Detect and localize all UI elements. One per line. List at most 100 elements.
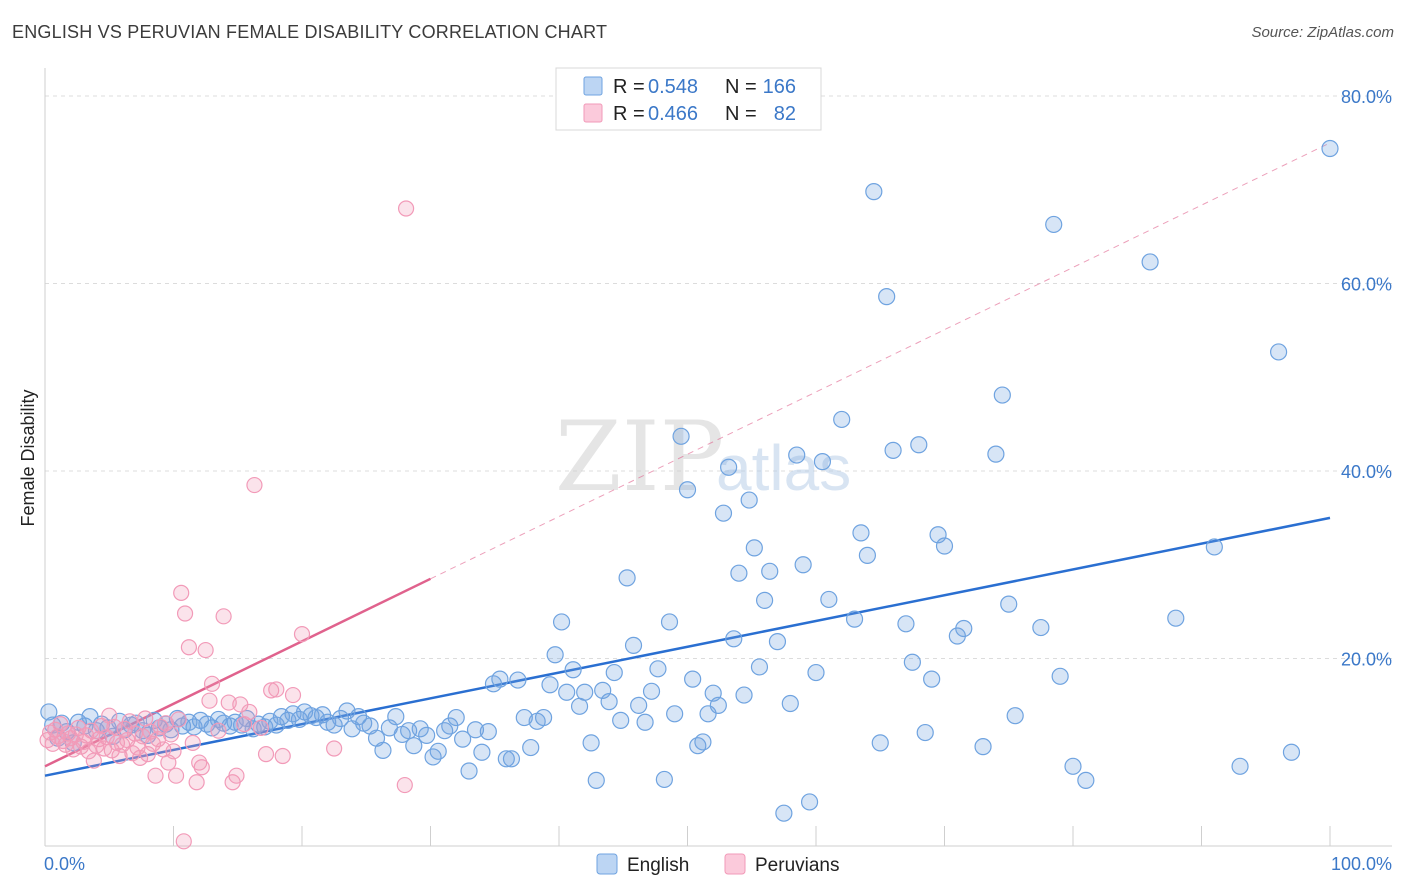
english-point: [768, 633, 787, 651]
english-point: [884, 441, 902, 459]
y-tick-label-2: 60.0%: [1341, 275, 1392, 295]
legend-n-value-english: 166: [763, 76, 796, 98]
english-point: [903, 653, 921, 671]
english-point: [587, 771, 605, 789]
english-point: [807, 663, 825, 682]
legend-swatch-english: [583, 76, 603, 96]
english-point: [491, 670, 509, 688]
english-point: [794, 556, 812, 574]
english-point: [730, 564, 748, 582]
english-point: [515, 708, 533, 727]
english-point: [897, 615, 915, 633]
english-point: [411, 720, 429, 738]
peruvians-point: [165, 743, 182, 760]
english-point: [436, 722, 454, 740]
peruvians-point: [188, 774, 205, 791]
english-point: [1282, 743, 1301, 761]
x-tick-label-max: 100.0%: [1331, 854, 1392, 874]
english-point: [916, 723, 934, 742]
english-point: [678, 481, 697, 499]
legend-swatch-peruvians: [583, 103, 603, 123]
peruvians-point: [293, 626, 311, 643]
legend-r-value-peruvians: 0.466: [648, 103, 698, 125]
english-point: [781, 694, 799, 713]
english-point: [642, 682, 661, 700]
english-point: [987, 445, 1005, 463]
english-point: [709, 696, 727, 714]
source-label: Source: ZipAtlas.com: [1251, 24, 1394, 41]
peruvians-point: [180, 639, 198, 656]
english-trend-line: [44, 516, 1331, 777]
english-point: [694, 733, 712, 751]
english-point: [955, 619, 973, 638]
peruvians-trend-extension: [430, 142, 1331, 580]
y-tick-label-0: 20.0%: [1341, 650, 1392, 670]
english-point: [418, 726, 436, 744]
bottom-legend-swatch-english: [596, 853, 618, 875]
english-point: [775, 804, 793, 822]
legend-n-label-english: N =: [725, 76, 757, 98]
english-point: [745, 539, 763, 557]
legend-n-value-peruvians: 82: [774, 103, 796, 125]
english-point: [1231, 757, 1249, 775]
peruvians-point: [252, 719, 269, 736]
english-point: [684, 670, 702, 688]
peruvians-point: [274, 747, 291, 765]
watermark-zip: ZIP: [555, 401, 724, 513]
english-point: [858, 546, 877, 564]
english-point: [740, 491, 758, 509]
legend-r-label-english: R =: [613, 76, 645, 98]
y-tick-label-3: 80.0%: [1341, 87, 1392, 107]
english-point: [761, 562, 779, 580]
peruvians-point: [173, 584, 190, 601]
peruvians-point: [228, 767, 245, 784]
english-point: [605, 663, 623, 682]
peruvians-point: [210, 722, 227, 739]
english-point: [833, 410, 851, 429]
peruvians-point: [241, 703, 258, 721]
english-point: [576, 683, 594, 701]
english-point: [522, 738, 540, 757]
english-point: [479, 723, 497, 741]
english-point: [655, 770, 673, 789]
peruvians-point: [215, 608, 232, 625]
peruvians-point: [397, 200, 415, 217]
peruvians-point: [193, 759, 210, 776]
english-point: [1077, 771, 1095, 789]
english-point: [546, 646, 564, 664]
legend-r-value-english: 0.548: [648, 76, 698, 98]
peruvians-point: [191, 754, 208, 771]
english-point: [509, 671, 527, 689]
english-point: [845, 610, 864, 628]
english-point: [541, 676, 559, 694]
english-point: [649, 660, 667, 678]
gridlines: [45, 95, 1392, 659]
english-point: [582, 734, 600, 752]
peruvians-trend-line: [44, 577, 432, 768]
peruvians-point: [326, 740, 343, 757]
english-point: [878, 288, 896, 306]
english-point: [1205, 538, 1223, 556]
peruvians-point: [203, 675, 221, 692]
english-point: [612, 711, 630, 729]
english-point: [552, 613, 571, 631]
english-point: [750, 658, 769, 676]
peruvians-point: [175, 833, 192, 850]
english-point: [935, 537, 954, 555]
bottom-legend-english: English: [627, 855, 689, 876]
bottom-legend: English Peruvians: [596, 853, 840, 876]
peruvians-point: [201, 692, 218, 709]
peruvians-point: [263, 682, 280, 699]
peruvians-points: [39, 200, 415, 850]
english-point: [714, 504, 733, 522]
english-point: [600, 693, 618, 711]
english-point: [460, 762, 478, 780]
english-point: [564, 661, 582, 679]
peruvians-point: [131, 749, 149, 766]
english-point: [720, 458, 738, 476]
english-point: [497, 750, 515, 768]
english-point: [1321, 139, 1339, 158]
english-point: [993, 386, 1011, 404]
english-point: [735, 686, 753, 704]
english-point: [865, 183, 883, 201]
